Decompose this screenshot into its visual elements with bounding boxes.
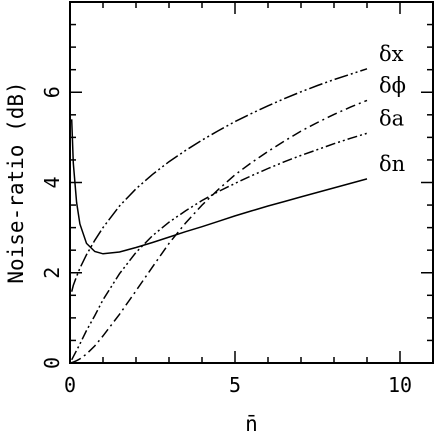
y-tick-label: 6 — [40, 86, 64, 98]
y-axis-title: Noise-ratio (dB) — [4, 81, 28, 283]
series-line-2 — [71, 99, 368, 364]
y-tick-label: 4 — [40, 176, 64, 188]
y-tick-label: 2 — [40, 267, 64, 279]
x-axis-title: n̄ — [245, 412, 258, 436]
y-axis-ticks: 0 2 4 6 — [40, 1, 433, 369]
x-tick-label: 10 — [388, 373, 412, 397]
series-line-3 — [71, 132, 368, 361]
x-tick-label: 5 — [229, 373, 241, 397]
y-tick-label: 0 — [40, 357, 64, 369]
series-line-1 — [70, 68, 368, 292]
series-label-1: δx — [379, 42, 404, 66]
series-labels: δx δϕ δa δn — [379, 42, 406, 176]
series-label-2: δϕ — [379, 73, 406, 97]
series-lines — [70, 68, 368, 364]
series-label-3: δa — [379, 106, 404, 130]
series-line-4 — [70, 119, 368, 255]
x-axis-ticks: 0 5 10 — [64, 2, 434, 397]
series-label-4: δn — [379, 152, 405, 176]
x-tick-label: 0 — [64, 373, 76, 397]
